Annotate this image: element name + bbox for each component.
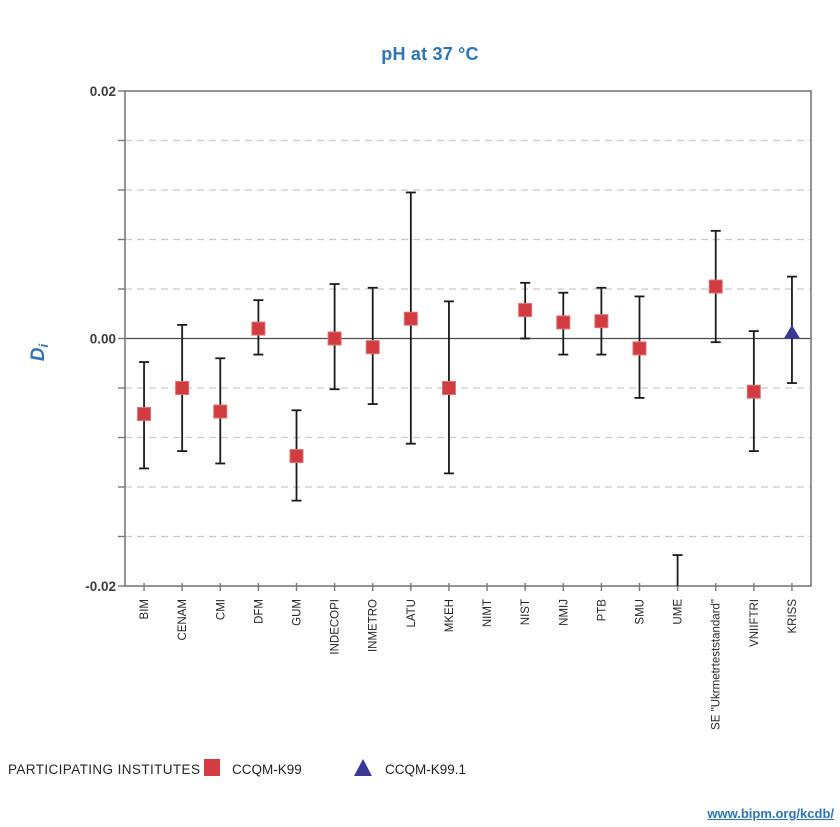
- data-point-square: [746, 384, 761, 399]
- data-point-square: [175, 381, 190, 395]
- chart-title: pH at 37 °C: [381, 44, 479, 64]
- data-point-square: [441, 381, 456, 395]
- data-point-square: [251, 321, 266, 336]
- legend-square-marker-icon: [204, 759, 220, 776]
- category-label: NMIJ: [558, 599, 570, 626]
- data-point-square: [403, 311, 418, 326]
- category-label: CENAM: [177, 599, 189, 641]
- y-tick-label: 0.02: [90, 84, 116, 99]
- data-point-square: [213, 404, 228, 419]
- category-label: MKEH: [444, 599, 456, 632]
- legend: PARTICIPATING INSTITUTES CCQM-K99 CCQM-K…: [0, 752, 840, 792]
- category-label: INDECOPI: [330, 599, 342, 655]
- category-label: NIMT: [482, 599, 494, 627]
- kcdb-link[interactable]: www.bipm.org/kcdb/: [707, 806, 834, 821]
- legend-heading: PARTICIPATING INSTITUTES: [8, 762, 201, 777]
- category-label: INMETRO: [368, 599, 380, 652]
- category-label: VNIIFTRI: [749, 599, 761, 647]
- data-point-square: [365, 340, 380, 355]
- legend-triangle-marker-icon: [354, 759, 372, 776]
- y-tick-label: 0.00: [90, 332, 116, 347]
- category-label: NIST: [520, 599, 532, 625]
- category-label: BIM: [139, 599, 151, 619]
- legend-label-ccqm-k99: CCQM-K99: [232, 762, 302, 777]
- legend-label-ccqm-k99-1: CCQM-K99.1: [385, 762, 467, 777]
- category-label: DFM: [253, 599, 265, 624]
- category-label: CMI: [215, 599, 227, 620]
- chart-plot-area: 0.02 0.00 -0.02 Di BIM CENAM CMI DFM GUM INDECOPI…: [28, 84, 812, 730]
- category-label: UME: [673, 599, 685, 625]
- data-point-square: [632, 341, 647, 356]
- data-point-square: [556, 315, 571, 330]
- y-axis-label: Di: [28, 343, 51, 361]
- data-point-square: [137, 406, 152, 421]
- category-label: PTB: [596, 599, 608, 622]
- data-point-triangle: [783, 324, 800, 339]
- y-tick-label: -0.02: [85, 579, 116, 594]
- data-point-square: [327, 331, 342, 346]
- category-label: SMU: [635, 599, 647, 625]
- data-point-square: [518, 303, 533, 318]
- data-point-square: [708, 279, 723, 294]
- category-label: LATU: [406, 599, 418, 628]
- category-label: SE "Ukrmetrteststandard": [711, 599, 723, 730]
- data-point-square: [289, 449, 304, 464]
- category-label: KRISS: [787, 599, 799, 634]
- data-point-square: [594, 314, 609, 329]
- category-label: GUM: [292, 599, 304, 626]
